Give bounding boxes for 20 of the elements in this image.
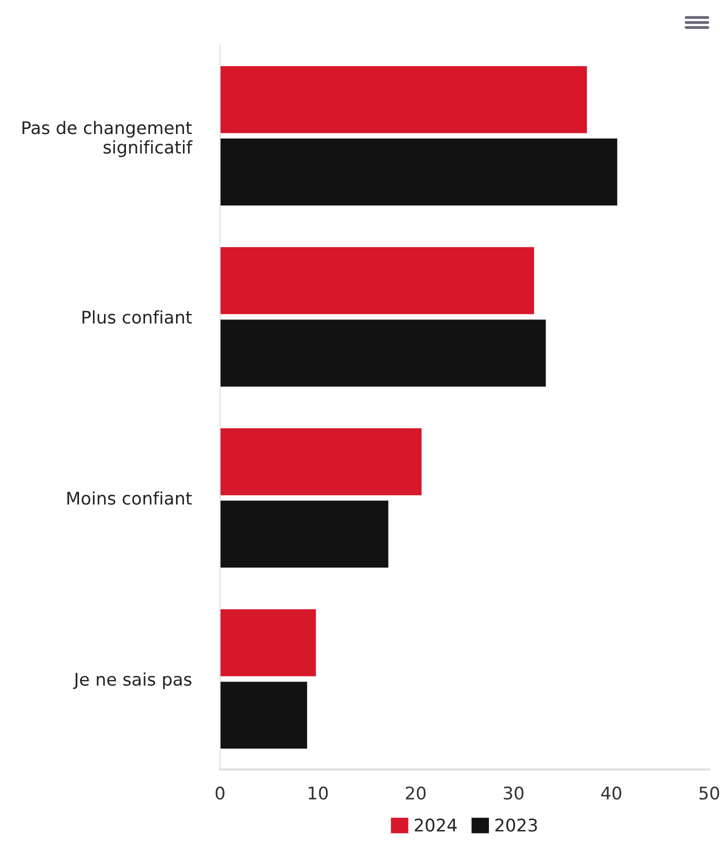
x-tick-label: 50	[699, 786, 720, 800]
x-tick-label: 30	[504, 786, 524, 800]
bar	[220, 320, 546, 387]
bar	[220, 66, 587, 134]
x-tick-label: 10	[308, 786, 328, 800]
y-tick-label: Pas de changement significatif	[22, 120, 193, 158]
bar	[220, 682, 308, 749]
x-tick-label: 20	[406, 786, 426, 800]
legend-label: 2024	[414, 818, 457, 832]
bar	[220, 609, 316, 676]
bar	[220, 138, 618, 206]
x-tick-label: 40	[601, 786, 622, 800]
legend-label: 2023	[495, 818, 537, 832]
bar	[220, 500, 388, 568]
y-tick-label: Plus confiant	[82, 310, 192, 324]
y-tick-label: Moins confiant	[67, 491, 192, 505]
bar	[220, 428, 422, 496]
x-tick-label: 0	[216, 786, 224, 800]
y-tick-label: Je ne sais pas	[73, 672, 192, 690]
bar	[220, 247, 534, 314]
